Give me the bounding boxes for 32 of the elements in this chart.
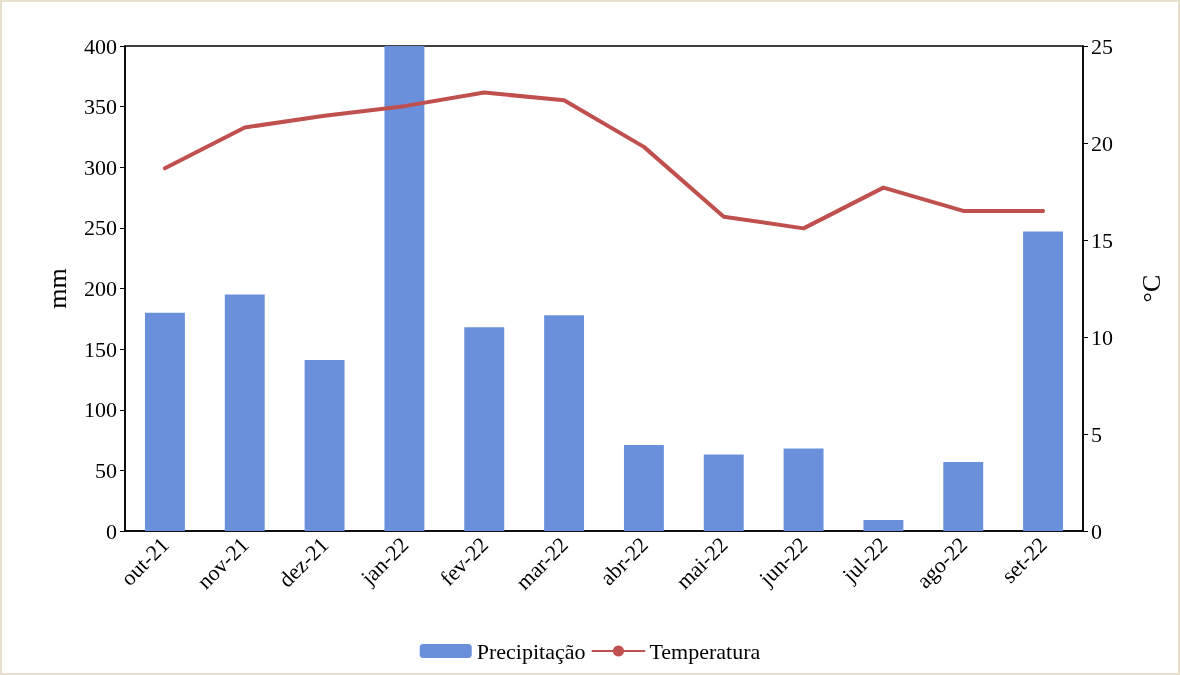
legend-label: Precipitação <box>476 638 586 664</box>
line-series <box>162 90 1046 231</box>
y-tick-label: 250 <box>84 215 117 241</box>
y-axis-title: mm <box>42 268 72 309</box>
y2-tick-label: 5 <box>1091 421 1102 447</box>
y2-axis-title: °C <box>1136 274 1166 303</box>
bar <box>384 46 425 531</box>
y2-tick-label: 15 <box>1091 227 1113 253</box>
y2-tick-label: 0 <box>1091 518 1102 544</box>
y2-tick-label: 10 <box>1091 324 1113 350</box>
bar <box>544 315 585 531</box>
y-tick-label: 400 <box>84 33 117 59</box>
bar <box>144 312 185 531</box>
bar <box>224 294 265 531</box>
bar <box>943 461 984 531</box>
bar <box>623 444 664 531</box>
y-tick-label: 150 <box>84 336 117 362</box>
bar <box>703 454 744 531</box>
bar <box>304 360 345 531</box>
bar <box>464 327 505 531</box>
y-tick-label: 300 <box>84 154 117 180</box>
legend-label: Temperatura <box>649 638 761 664</box>
y-tick-label: 100 <box>84 397 117 423</box>
y2-tick-label: 25 <box>1091 33 1113 59</box>
y-tick-label: 50 <box>95 457 117 483</box>
y2-tick-label: 20 <box>1091 130 1113 156</box>
y-tick-label: 350 <box>84 94 117 120</box>
y-tick-label: 200 <box>84 276 117 301</box>
bar <box>1023 231 1064 531</box>
bar <box>783 448 824 531</box>
bar <box>863 520 904 531</box>
y-tick-label: 0 <box>106 518 117 544</box>
